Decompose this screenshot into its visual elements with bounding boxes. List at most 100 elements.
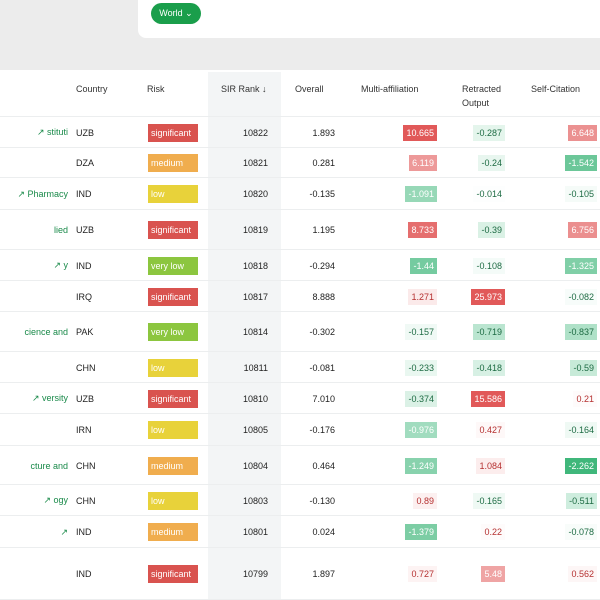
separator (0, 147, 600, 148)
country: IND (76, 260, 92, 271)
overall: 1.893 (312, 127, 335, 138)
risk-badge: low (148, 185, 198, 203)
sir-rank: 10814 (242, 327, 268, 337)
country: DZA (76, 158, 94, 168)
score-cell: -0.59 (570, 359, 597, 376)
sir-rank: 10811 (243, 362, 268, 373)
score-cell: 1.084 (476, 457, 505, 474)
score-cell: -0.014 (476, 189, 502, 199)
overall: -0.302 (309, 327, 335, 337)
score-cell: -0.837 (565, 324, 597, 340)
overall: 0.024 (312, 527, 335, 537)
risk-badge: low (148, 358, 198, 377)
column-header[interactable]: SIR Rank ↓ (221, 84, 267, 94)
overall: -0.135 (309, 189, 335, 199)
sir-rank: 10805 (242, 425, 268, 435)
sir-rank: 10817 (242, 291, 268, 302)
score-cell: -1.542 (565, 155, 597, 171)
score-cell: -0.511 (566, 492, 597, 509)
score-cell: -0.165 (473, 492, 505, 509)
sir-rank: 10803 (242, 495, 268, 506)
risk-badge: significant (148, 123, 198, 142)
score-cell: 10.665 (403, 124, 437, 141)
risk-badge: significant (148, 221, 198, 239)
institution-link[interactable]: ↗ (60, 526, 68, 537)
country: IND (76, 189, 92, 199)
sir-rank: 10822 (242, 127, 268, 138)
country: IND (76, 527, 92, 537)
sir-rank: 10821 (242, 158, 268, 168)
sorted-column-bg (208, 72, 281, 600)
score-cell: -0.24 (478, 155, 505, 171)
overall: 0.281 (312, 158, 335, 168)
separator (0, 280, 600, 281)
column-header: Retracted Output (462, 84, 502, 108)
country: UZB (76, 225, 94, 235)
separator (0, 547, 600, 548)
sir-rank: 10819 (242, 225, 268, 235)
sir-rank: 10810 (242, 393, 268, 404)
overall: -0.176 (309, 425, 335, 435)
score-cell: 6.648 (568, 124, 597, 141)
institution-link[interactable]: cture and (30, 460, 68, 471)
separator (0, 413, 600, 414)
score-cell: 0.22 (484, 527, 502, 537)
overall: 0.464 (312, 460, 335, 471)
score-cell: -0.164 (565, 422, 597, 438)
country: CHN (76, 495, 96, 506)
institution-link[interactable]: ogy ↗ (43, 495, 68, 505)
overall: -0.130 (309, 495, 335, 506)
risk-badge: significant (148, 389, 198, 408)
institution-link[interactable]: versity ↗ (31, 393, 68, 403)
institution-link[interactable]: Pharmacy ↗ (17, 188, 68, 199)
institution-link[interactable]: lied (53, 225, 68, 235)
score-cell: -2.262 (565, 457, 597, 474)
world-button[interactable]: World ⌄ (151, 3, 201, 24)
country: PAK (76, 327, 94, 337)
separator (0, 484, 600, 485)
institution-link[interactable]: cience and (24, 327, 68, 337)
score-cell: 0.562 (568, 566, 597, 582)
country: IRN (76, 425, 92, 435)
filter-card (138, 0, 600, 38)
separator (0, 351, 600, 352)
sir-rank: 10801 (242, 527, 268, 537)
score-cell: -1.44 (410, 257, 437, 274)
overall: 1.897 (312, 569, 335, 579)
score-cell: -0.157 (405, 324, 437, 340)
score-cell: 0.727 (408, 566, 437, 582)
score-cell: 8.733 (408, 222, 437, 238)
institution-link[interactable]: stituti ↗ (36, 127, 68, 137)
score-cell: 5.48 (481, 566, 505, 582)
score-cell: -0.108 (473, 257, 505, 274)
separator (0, 311, 600, 312)
score-cell: 6.756 (568, 222, 597, 238)
column-header: Self-Citation (531, 84, 581, 94)
risk-badge: medium (148, 154, 198, 172)
score-cell: -0.39 (478, 222, 505, 238)
separator (0, 515, 600, 516)
risk-badge: low (148, 491, 198, 510)
country: CHN (76, 460, 96, 471)
overall: 7.010 (312, 393, 335, 404)
score-cell: 0.21 (576, 393, 594, 404)
score-cell: 15.586 (471, 390, 505, 407)
sir-rank: 10804 (242, 460, 268, 471)
score-cell: -0.105 (565, 186, 597, 202)
score-cell: -1.091 (405, 186, 437, 202)
score-cell: -1.325 (565, 257, 597, 274)
separator (0, 249, 600, 250)
score-cell: -0.374 (405, 390, 437, 407)
separator (0, 177, 600, 178)
world-label[interactable]: World (159, 8, 183, 18)
risk-badge: medium (148, 523, 198, 541)
score-cell: -0.078 (565, 524, 597, 540)
sir-rank: 10820 (242, 189, 268, 199)
country: CHN (76, 362, 96, 373)
overall: -0.294 (309, 260, 335, 271)
overall: -0.081 (309, 362, 335, 373)
risk-badge: significant (148, 565, 198, 583)
institution-link[interactable]: y ↗ (53, 260, 68, 270)
country: UZB (76, 393, 94, 404)
